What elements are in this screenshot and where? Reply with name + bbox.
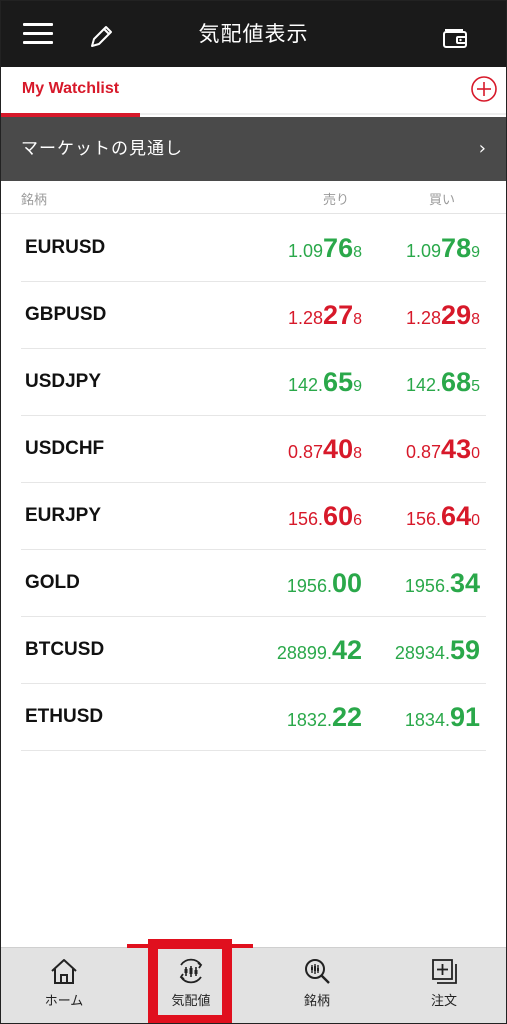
hamburger-menu-icon[interactable] <box>23 23 55 47</box>
quote-row[interactable]: BTCUSD 28899.42 28934.59 <box>21 617 486 684</box>
watchlist-tab-bar: My Watchlist <box>1 67 506 117</box>
nav-quotes[interactable]: 気配値 <box>141 948 241 1023</box>
quote-row[interactable]: GBPUSD 1.28278 1.28298 <box>21 282 486 349</box>
nav-symbols[interactable]: 銘柄 <box>267 948 367 1023</box>
buy-price[interactable]: 1834.91 <box>404 702 480 732</box>
active-nav-indicator <box>127 944 253 948</box>
chevron-right-icon: › <box>478 138 486 159</box>
symbol-name: BTCUSD <box>25 639 105 660</box>
sell-price[interactable]: 1.09768 <box>288 233 362 263</box>
tab-label: My Watchlist <box>21 80 120 97</box>
symbol-name: ETHUSD <box>25 706 104 727</box>
market-outlook-label: マーケットの見通し <box>21 139 183 159</box>
quote-row[interactable]: GOLD 1956.00 1956.34 <box>21 550 486 617</box>
symbol-name: GBPUSD <box>25 304 107 325</box>
home-icon <box>49 956 79 986</box>
nav-order[interactable]: 注文 <box>394 948 494 1023</box>
sell-price[interactable]: 28899.42 <box>276 635 362 665</box>
quote-row[interactable]: EURJPY 156.606 156.640 <box>21 483 486 550</box>
bottom-navigation: ホーム 気配値 <box>1 947 506 1023</box>
column-buy-header: 買い <box>429 193 456 208</box>
buy-price[interactable]: 28934.59 <box>394 635 480 665</box>
nav-quotes-label: 気配値 <box>171 994 211 1009</box>
nav-home[interactable]: ホーム <box>14 948 114 1023</box>
nav-home-label: ホーム <box>44 994 84 1009</box>
sell-price[interactable]: 1956.00 <box>286 568 362 598</box>
sell-price[interactable]: 1832.22 <box>286 702 362 732</box>
symbol-name: EURUSD <box>25 237 106 258</box>
buy-price[interactable]: 1.09789 <box>406 233 480 263</box>
page-title: 気配値表示 <box>198 22 309 46</box>
sell-price[interactable]: 156.606 <box>288 501 362 531</box>
plus-circle-icon[interactable] <box>470 75 498 103</box>
nav-order-label: 注文 <box>430 994 457 1009</box>
quote-list: EURUSD 1.09768 1.09789 GBPUSD 1.28278 1.… <box>1 215 506 751</box>
symbol-name: EURJPY <box>25 505 102 526</box>
buy-price[interactable]: 156.640 <box>406 501 480 531</box>
symbol-name: USDCHF <box>25 438 105 459</box>
column-header: 銘柄 売り 買い <box>1 181 506 214</box>
tab-my-watchlist[interactable]: My Watchlist <box>1 67 140 117</box>
buy-price[interactable]: 1956.34 <box>404 568 480 598</box>
quote-row[interactable]: ETHUSD 1832.22 1834.91 <box>21 684 486 751</box>
buy-price[interactable]: 1.28298 <box>406 300 480 330</box>
top-app-bar: 気配値表示 <box>1 1 506 67</box>
sell-price[interactable]: 142.659 <box>288 367 362 397</box>
sell-price[interactable]: 0.87408 <box>288 434 362 464</box>
symbol-name: USDJPY <box>25 371 102 392</box>
buy-price[interactable]: 0.87430 <box>406 434 480 464</box>
quote-row[interactable]: USDCHF 0.87408 0.87430 <box>21 416 486 483</box>
buy-price[interactable]: 142.685 <box>406 367 480 397</box>
symbol-search-icon <box>302 956 332 986</box>
quote-row[interactable]: USDJPY 142.659 142.685 <box>21 349 486 416</box>
market-outlook-banner[interactable]: マーケットの見通し › <box>1 117 506 181</box>
column-sell-header: 売り <box>323 193 350 208</box>
nav-symbols-label: 銘柄 <box>303 994 330 1009</box>
sell-price[interactable]: 1.28278 <box>288 300 362 330</box>
quotes-icon <box>176 956 206 986</box>
pencil-icon[interactable] <box>87 23 117 53</box>
symbol-name: GOLD <box>25 572 80 593</box>
active-tab-indicator <box>1 113 140 117</box>
quote-row[interactable]: EURUSD 1.09768 1.09789 <box>21 215 486 282</box>
wallet-icon[interactable] <box>442 26 470 50</box>
order-icon <box>429 956 459 986</box>
column-symbol-header: 銘柄 <box>21 193 48 208</box>
